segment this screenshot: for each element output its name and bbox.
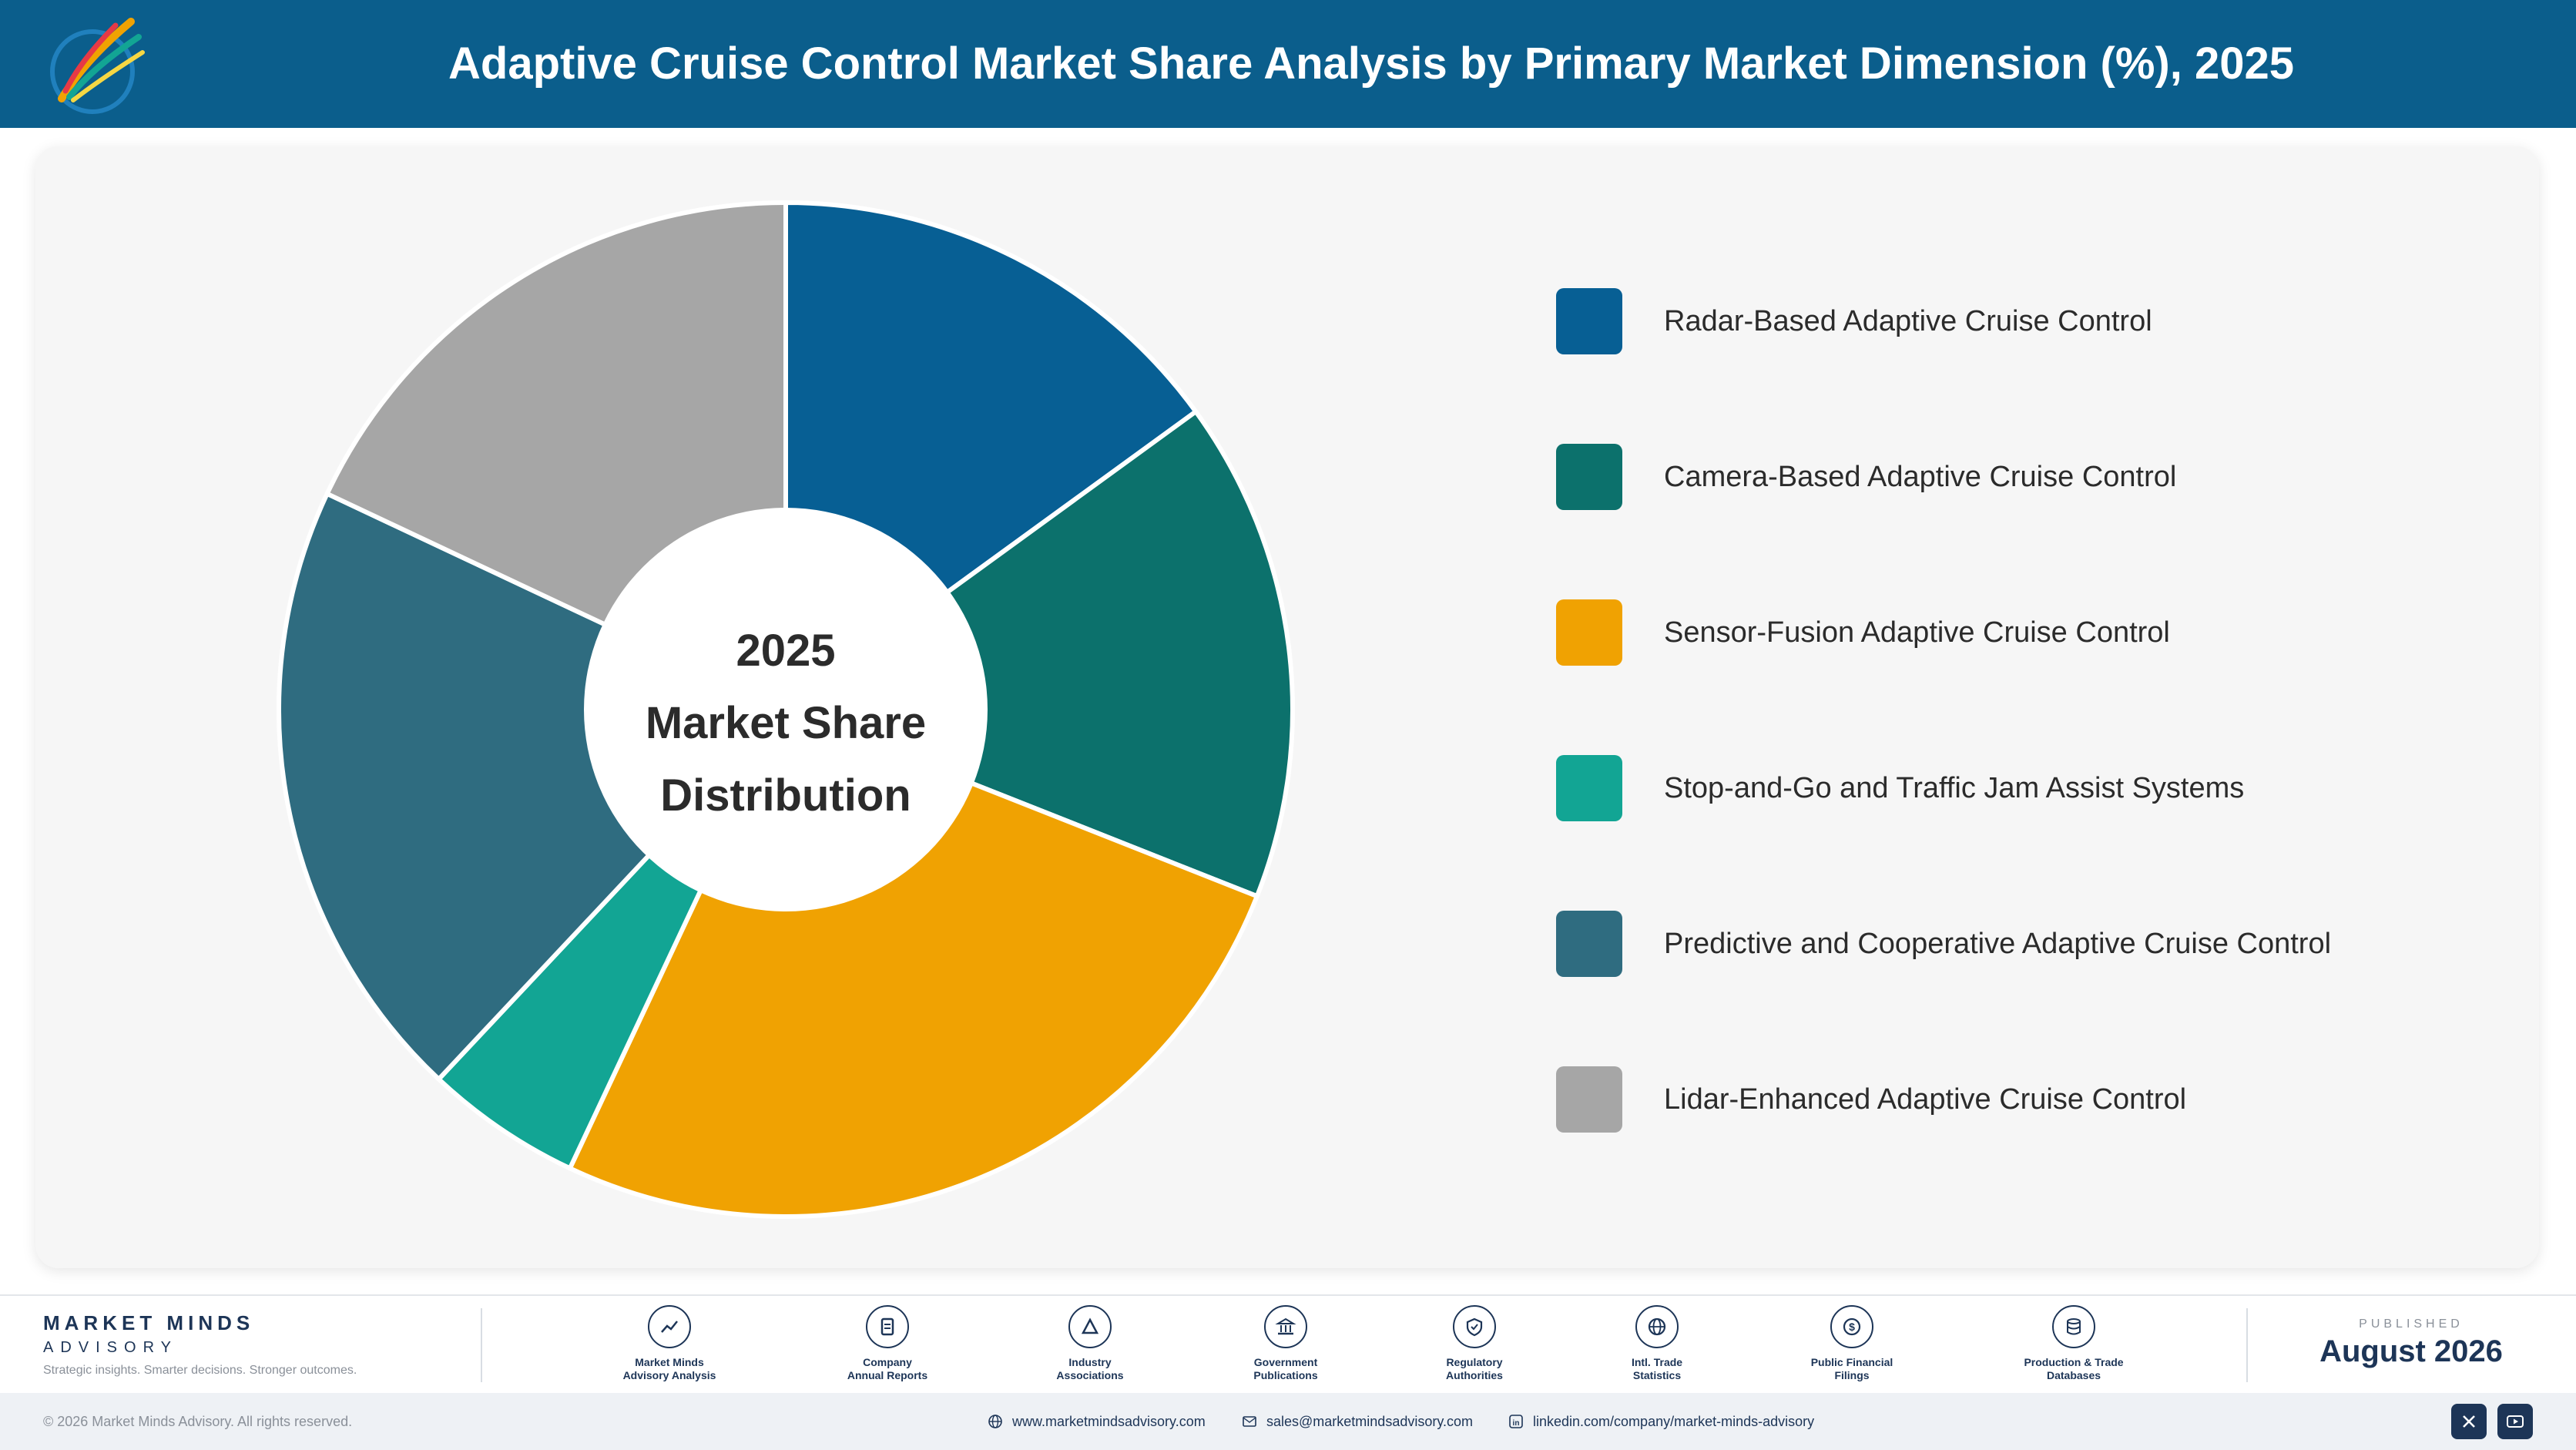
dollar-coin-icon: $ bbox=[1830, 1305, 1873, 1348]
pie-slice-5 bbox=[277, 491, 788, 1082]
source-label: Production & Trade Databases bbox=[2024, 1356, 2124, 1381]
linkedin-text: linkedin.com/company/market-minds-adviso… bbox=[1533, 1413, 1815, 1429]
legend-label: Stop-and-Go and Traffic Jam Assist Syste… bbox=[1664, 771, 2245, 804]
database-icon bbox=[2052, 1305, 2095, 1348]
source-item: Production & Trade Databases bbox=[1989, 1305, 2158, 1382]
copyright-text: © 2026 Market Minds Advisory. All rights… bbox=[43, 1414, 353, 1429]
mail-icon bbox=[1243, 1416, 1256, 1427]
legend-label: Lidar-Enhanced Adaptive Cruise Control bbox=[1664, 1082, 2187, 1116]
legend-item: Predictive and Cooperative Adaptive Crui… bbox=[1556, 911, 2331, 977]
center-label-year: 2025 bbox=[736, 626, 835, 676]
donut-chart: 2025 Market Share Distribution bbox=[277, 200, 1295, 1219]
legend-item: Camera-Based Adaptive Cruise Control bbox=[1556, 444, 2176, 510]
legend-label: Camera-Based Adaptive Cruise Control bbox=[1664, 460, 2177, 493]
email-link[interactable]: sales@marketmindsadvisory.com bbox=[1242, 1393, 1473, 1450]
source-item: Intl. Trade Statistics bbox=[1572, 1305, 1742, 1382]
published-label: PUBLISHED bbox=[2359, 1317, 2464, 1331]
legend-item: Lidar-Enhanced Adaptive Cruise Control bbox=[1556, 1066, 2186, 1133]
source-label: Market Minds Advisory Analysis bbox=[622, 1356, 716, 1381]
brush-strokes-logo-icon bbox=[50, 18, 145, 114]
legend-swatch bbox=[1556, 288, 1622, 354]
legend-swatch bbox=[1556, 444, 1622, 510]
linkedin-link[interactable]: in linkedin.com/company/market-minds-adv… bbox=[1508, 1393, 1814, 1450]
center-label-title: Market Share bbox=[646, 698, 926, 748]
source-label: Intl. Trade Statistics bbox=[1631, 1356, 1683, 1381]
source-item: Market Minds Advisory Analysis bbox=[585, 1305, 754, 1382]
legend-item: Sensor-Fusion Adaptive Cruise Control bbox=[1556, 599, 2170, 666]
donut-center bbox=[584, 508, 988, 911]
header: Adaptive Cruise Control Market Share Ana… bbox=[0, 0, 2576, 128]
email-text: sales@marketmindsadvisory.com bbox=[1266, 1413, 1474, 1429]
source-item: $ Public Financial Filings bbox=[1767, 1305, 1937, 1382]
brand-name: MARKET MINDS bbox=[43, 1311, 255, 1334]
source-item: Industry Associations bbox=[1005, 1305, 1175, 1382]
svg-text:$: $ bbox=[1849, 1321, 1855, 1333]
globe-icon bbox=[1635, 1305, 1679, 1348]
x-icon[interactable] bbox=[2451, 1404, 2487, 1439]
globe-icon bbox=[988, 1415, 1002, 1428]
source-label: Regulatory Authorities bbox=[1446, 1356, 1503, 1381]
footer-divider bbox=[2246, 1308, 2248, 1382]
legend-item: Radar-Based Adaptive Cruise Control bbox=[1556, 288, 2152, 354]
legend-swatch bbox=[1556, 1066, 1622, 1133]
source-item: Regulatory Authorities bbox=[1390, 1305, 1559, 1382]
source-label: Industry Associations bbox=[1056, 1356, 1124, 1381]
brand-tagline: Strategic insights. Smarter decisions. S… bbox=[43, 1364, 357, 1377]
legend-label: Sensor-Fusion Adaptive Cruise Control bbox=[1664, 616, 2170, 649]
source-item: Government Publications bbox=[1201, 1305, 1370, 1382]
website-link[interactable]: www.marketmindsadvisory.com bbox=[988, 1393, 1206, 1450]
svg-text:in: in bbox=[1513, 1419, 1520, 1428]
brand-subtitle: ADVISORY bbox=[43, 1339, 178, 1356]
pie-slice-2 bbox=[783, 409, 1295, 899]
published-date: August 2026 bbox=[2319, 1334, 2503, 1368]
shield-check-icon bbox=[1453, 1305, 1496, 1348]
network-icon bbox=[1068, 1305, 1112, 1348]
source-label: Public Financial Filings bbox=[1810, 1356, 1893, 1381]
legend-swatch bbox=[1556, 755, 1622, 821]
legend-label: Predictive and Cooperative Adaptive Crui… bbox=[1664, 927, 2332, 960]
center-label-subtitle: Distribution bbox=[660, 770, 911, 821]
document-icon bbox=[866, 1305, 909, 1348]
government-building-icon bbox=[1264, 1305, 1307, 1348]
legend-label: Radar-Based Adaptive Cruise Control bbox=[1664, 304, 2152, 337]
youtube-icon[interactable] bbox=[2497, 1404, 2533, 1439]
linkedin-icon: in bbox=[1509, 1415, 1523, 1428]
source-label: Company Annual Reports bbox=[847, 1356, 928, 1381]
legend-item: Stop-and-Go and Traffic Jam Assist Syste… bbox=[1556, 755, 2244, 821]
website-text: www.marketmindsadvisory.com bbox=[1012, 1413, 1206, 1429]
source-label: Government Publications bbox=[1253, 1356, 1318, 1381]
trend-line-icon bbox=[648, 1305, 691, 1348]
page-title: Adaptive Cruise Control Market Share Ana… bbox=[448, 39, 2294, 89]
source-item: Company Annual Reports bbox=[803, 1305, 972, 1382]
bottom-bar: © 2026 Market Minds Advisory. All rights… bbox=[0, 1393, 2576, 1450]
legend-swatch bbox=[1556, 599, 1622, 666]
legend-swatch bbox=[1556, 911, 1622, 977]
footer-divider bbox=[481, 1308, 482, 1382]
